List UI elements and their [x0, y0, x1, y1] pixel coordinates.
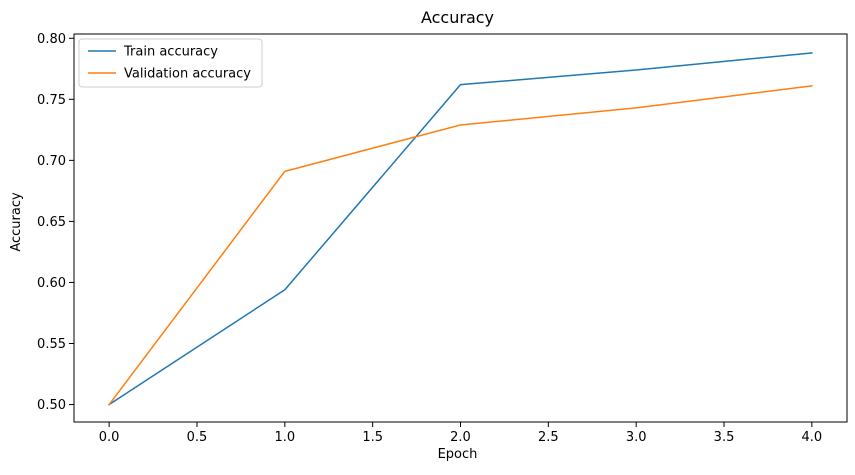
y-tick-label: 0.50: [37, 398, 66, 413]
y-tick-label: 0.70: [37, 154, 66, 169]
x-tick-label: 3.0: [626, 430, 647, 445]
plot-area: 0.0 0.5 1.0 1.5 2.0 2.5 3.0 3.5 4.0 0.50 0.55 0.60 0…: [37, 32, 848, 445]
x-tick-label: 1.0: [274, 430, 295, 445]
y-tick-label: 0.60: [37, 276, 66, 291]
legend: Train accuracy Validation accuracy: [78, 38, 263, 88]
axes-frame: [73, 33, 848, 423]
x-tick-label: 3.5: [714, 430, 735, 445]
legend-box: [78, 38, 263, 88]
x-tick-label: 2.5: [538, 430, 559, 445]
series-line-train-accuracy: [108, 52, 813, 406]
x-tick-label: 0.0: [99, 430, 120, 445]
series-line-validation-accuracy: [108, 85, 813, 406]
y-tick-label: 0.55: [37, 337, 66, 352]
x-tick-label: 1.5: [362, 430, 383, 445]
x-tick-label: 4.0: [802, 430, 823, 445]
legend-label: Train accuracy: [123, 45, 218, 60]
chart-title: Accuracy: [421, 8, 494, 27]
x-tick-label: 0.5: [187, 430, 208, 445]
x-tick-label: 2.0: [450, 430, 471, 445]
legend-label: Validation accuracy: [124, 67, 251, 82]
y-axis-label: Accuracy: [9, 192, 24, 252]
y-tick-label: 0.80: [37, 32, 66, 47]
y-tick-label: 0.75: [37, 93, 66, 108]
x-axis-label: Epoch: [438, 447, 478, 462]
y-tick-label: 0.65: [37, 215, 66, 230]
